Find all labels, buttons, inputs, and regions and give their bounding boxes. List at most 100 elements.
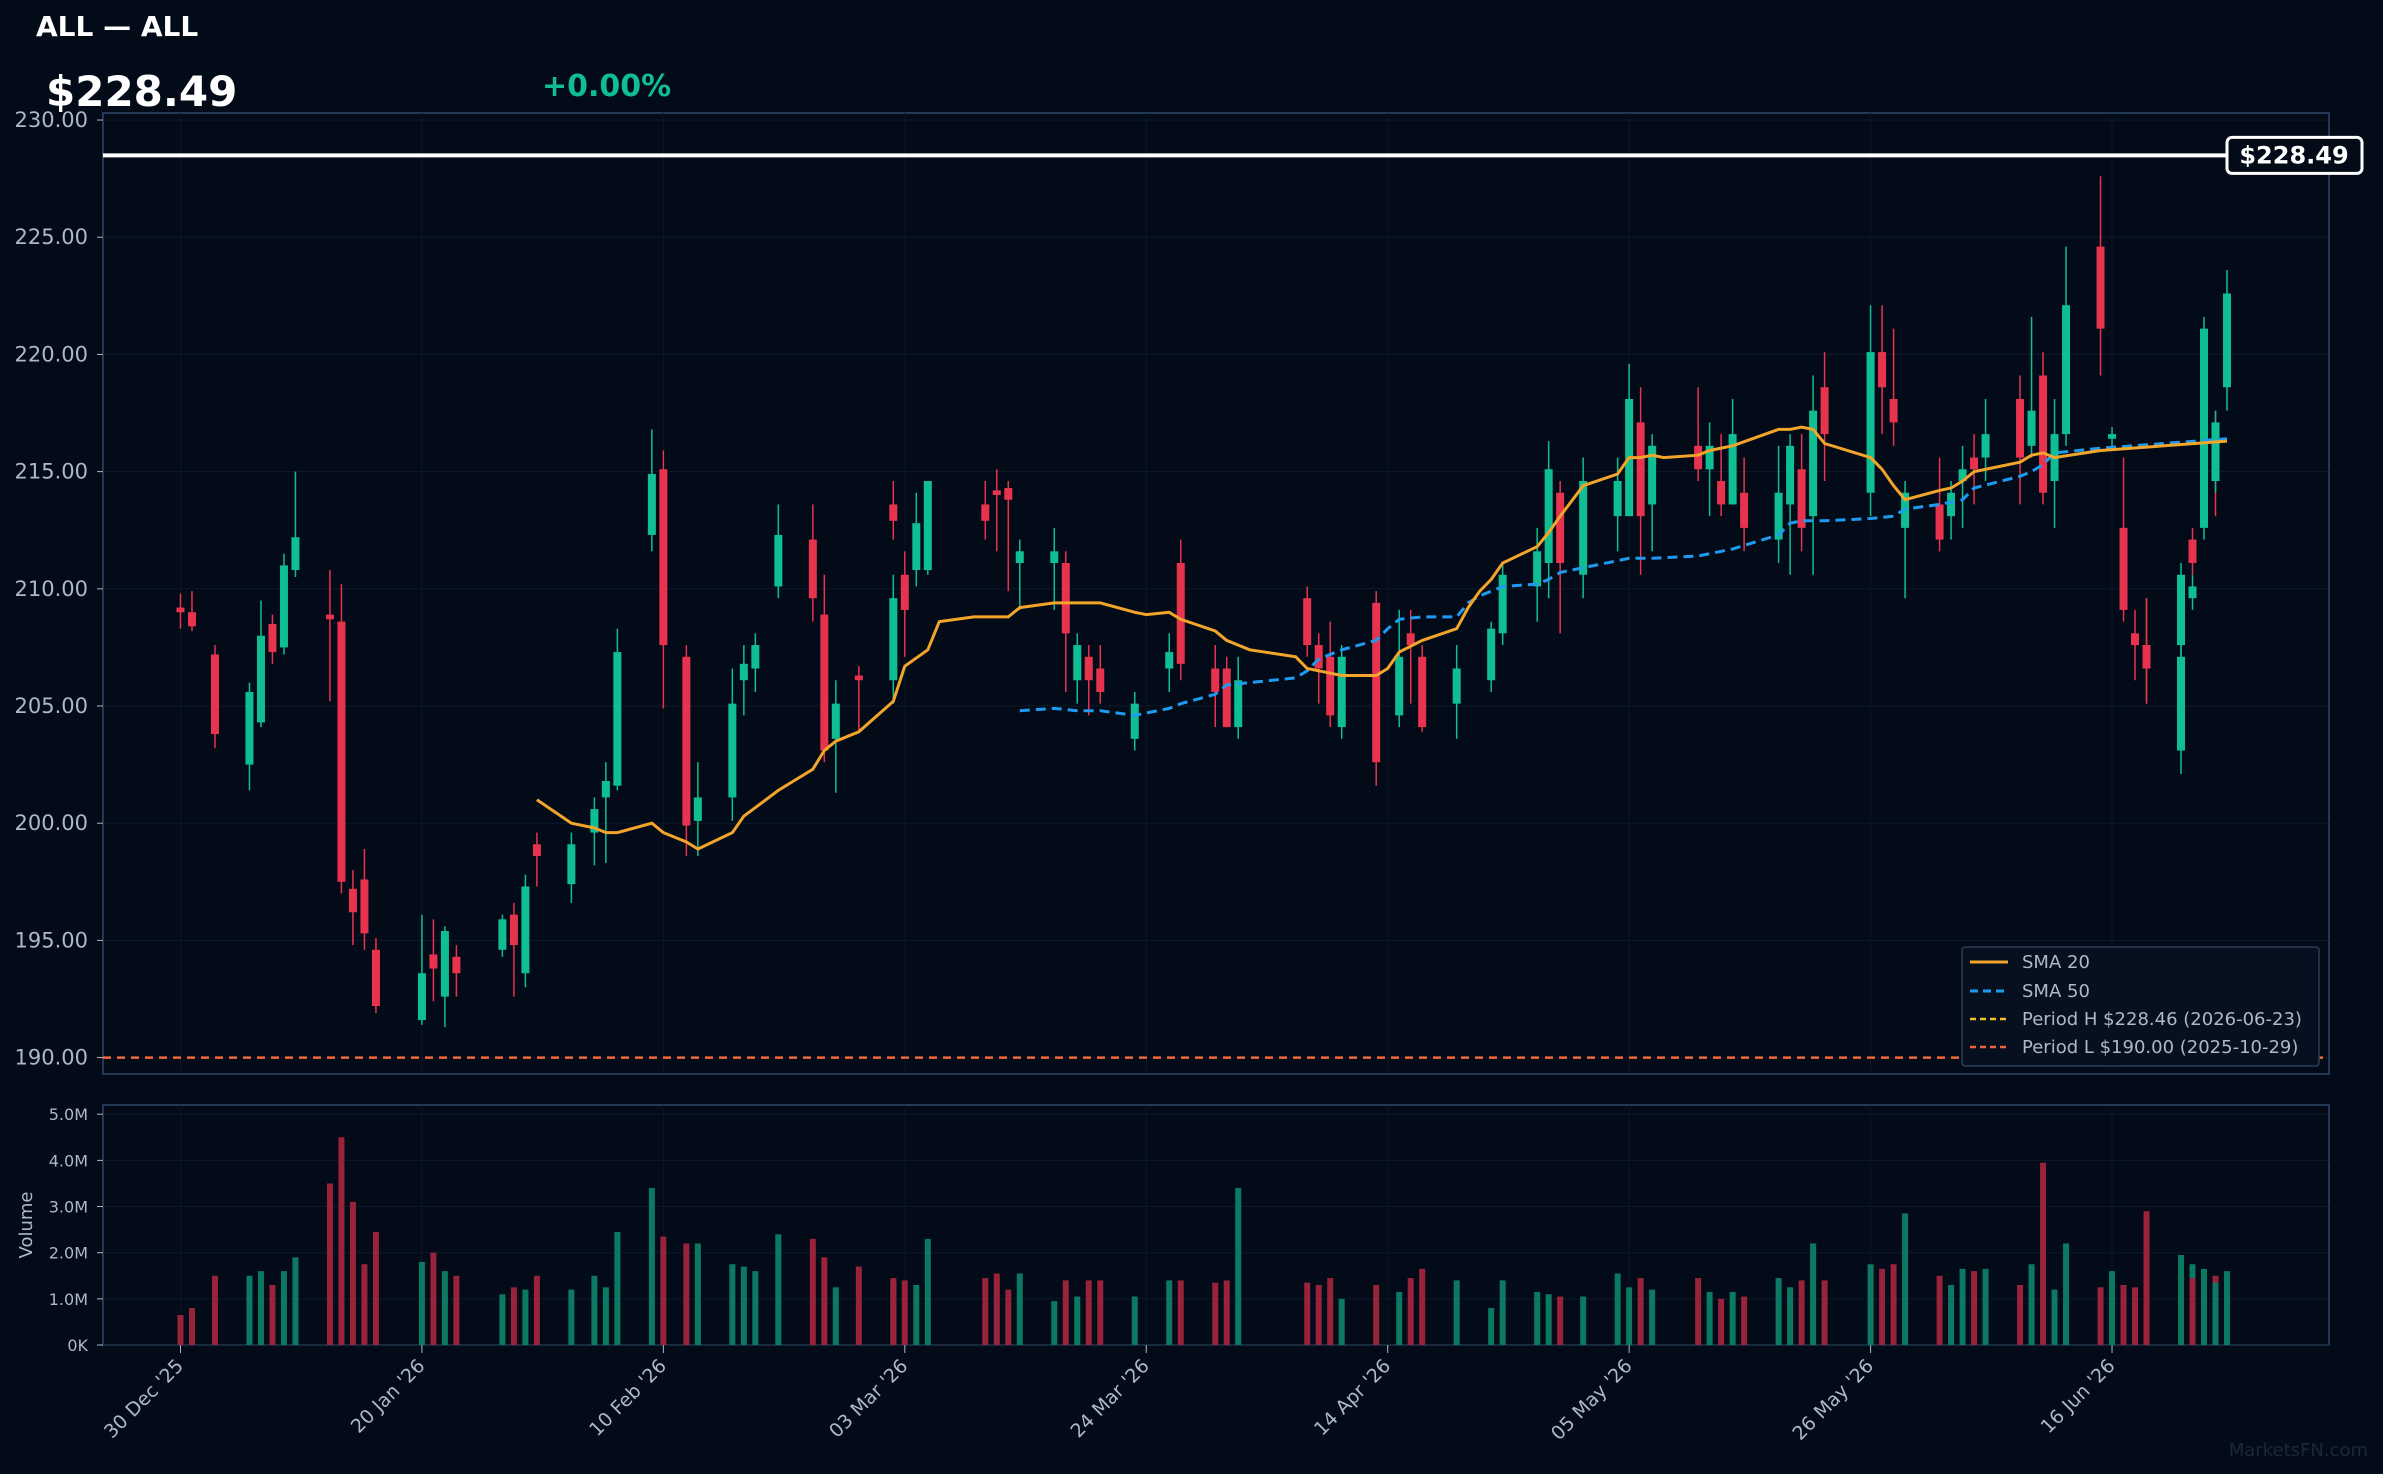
candle-body: [1740, 492, 1749, 528]
volume-bar: [338, 1137, 345, 1345]
price-tick-label: 205.00: [15, 694, 88, 718]
legend-label-period-high: Period H $228.46 (2026-06-23): [2022, 1009, 2302, 1030]
candle-body: [1487, 628, 1496, 681]
price-tick-label: 200.00: [15, 811, 88, 835]
candle-body: [1717, 480, 1726, 505]
candle-body: [923, 480, 932, 571]
candle-body: [1728, 434, 1737, 505]
candle-body: [1337, 656, 1346, 728]
candle-body: [1395, 656, 1404, 716]
candle-body: [1050, 551, 1059, 564]
volume-bar: [855, 1266, 862, 1345]
price-tick-label: 195.00: [15, 928, 88, 952]
volume-bar: [821, 1257, 828, 1345]
volume-bar: [1580, 1296, 1587, 1345]
volume-bar: [1453, 1280, 1460, 1345]
volume-bar: [2097, 1287, 2104, 1345]
volume-bar: [326, 1183, 333, 1345]
candle-body: [268, 623, 277, 653]
volume-bar: [269, 1285, 276, 1345]
volume-bar: [1614, 1273, 1621, 1345]
candle-body: [360, 879, 369, 934]
candle-body: [1303, 598, 1312, 646]
candle-body: [693, 797, 702, 821]
volume-bar: [510, 1287, 517, 1345]
volume-bar: [1212, 1282, 1219, 1345]
candle-body: [1694, 445, 1703, 470]
candle-body: [245, 691, 254, 765]
volume-bar: [832, 1287, 839, 1345]
last-price-badge-label: $228.49: [2239, 141, 2348, 169]
date-tick-label: 14 Apr '26: [1310, 1355, 1395, 1440]
volume-bar: [292, 1257, 299, 1345]
date-tick-label: 10 Feb '26: [585, 1355, 671, 1441]
volume-bar: [1729, 1291, 1736, 1345]
candle-body: [1809, 410, 1818, 517]
price-tick-label: 215.00: [15, 460, 88, 484]
candle-body: [1636, 422, 1645, 517]
volume-bar: [1338, 1298, 1345, 1345]
volume-bar: [1557, 1296, 1564, 1345]
candle-body: [2016, 398, 2025, 458]
candle-body: [1797, 469, 1806, 528]
candle-body: [452, 956, 461, 974]
legend-item-sma50: SMA 50: [1970, 981, 2090, 1002]
volume-bar: [361, 1264, 368, 1345]
candle-body: [521, 886, 530, 974]
candle-body: [2188, 586, 2197, 599]
volume-bar: [1821, 1280, 1828, 1345]
volume-axis-label: Volume: [16, 1192, 37, 1259]
volume-bar: [602, 1287, 609, 1345]
volume-bar: [614, 1231, 621, 1345]
volume-bar: [2028, 1264, 2035, 1345]
candle-body: [2027, 410, 2036, 446]
volume-bar: [1718, 1298, 1725, 1345]
candle-body: [256, 635, 265, 723]
volume-bar: [775, 1234, 782, 1345]
volume-bar: [2120, 1285, 2127, 1345]
volume-bar: [1879, 1268, 1886, 1345]
volume-bar: [1488, 1308, 1495, 1345]
volume-bar: [418, 1261, 425, 1345]
volume-bar: [1016, 1273, 1023, 1345]
candle-body: [1889, 398, 1898, 423]
volume-bar: [993, 1273, 1000, 1345]
candle-body: [1004, 488, 1013, 500]
volume-bar: [1741, 1296, 1748, 1345]
volume-bar: [1948, 1285, 1955, 1345]
candle-body: [1866, 352, 1875, 493]
date-tick-label: 05 May '26: [1547, 1355, 1637, 1445]
volume-bar: [648, 1188, 655, 1345]
candle-body: [1418, 656, 1427, 728]
candle-body: [2200, 328, 2209, 528]
candle-body: [2223, 293, 2231, 388]
candle-body: [912, 523, 921, 571]
volume-tick-label: 1.0M: [49, 1290, 88, 1309]
volume-bar: [372, 1231, 379, 1345]
volume-bar: [683, 1243, 690, 1345]
candle-body: [808, 539, 817, 599]
volume-bar: [257, 1271, 264, 1345]
last-price-badge: $228.49: [2225, 135, 2364, 175]
volume-bar: [2017, 1285, 2024, 1345]
candle-body: [2119, 527, 2128, 610]
volume-tick-label: 2.0M: [49, 1244, 88, 1263]
candle-body: [820, 614, 829, 751]
volume-tick-label: 3.0M: [49, 1198, 88, 1217]
candle-body: [2039, 375, 2048, 493]
volume-bar: [430, 1252, 437, 1345]
volume-bar: [924, 1238, 931, 1345]
candle-body: [647, 473, 656, 535]
volume-bar: [1775, 1278, 1782, 1345]
volume-bar: [591, 1275, 598, 1345]
volume-bar: [1396, 1291, 1403, 1345]
volume-bar: [533, 1275, 540, 1345]
volume-bar: [1097, 1280, 1104, 1345]
price-tick-label: 230.00: [15, 108, 88, 132]
candle-body: [1613, 480, 1622, 517]
volume-tick-label: 4.0M: [49, 1151, 88, 1170]
last-price-display: $228.49: [46, 67, 237, 116]
candle-body: [2177, 574, 2186, 646]
candle-body: [532, 844, 541, 857]
